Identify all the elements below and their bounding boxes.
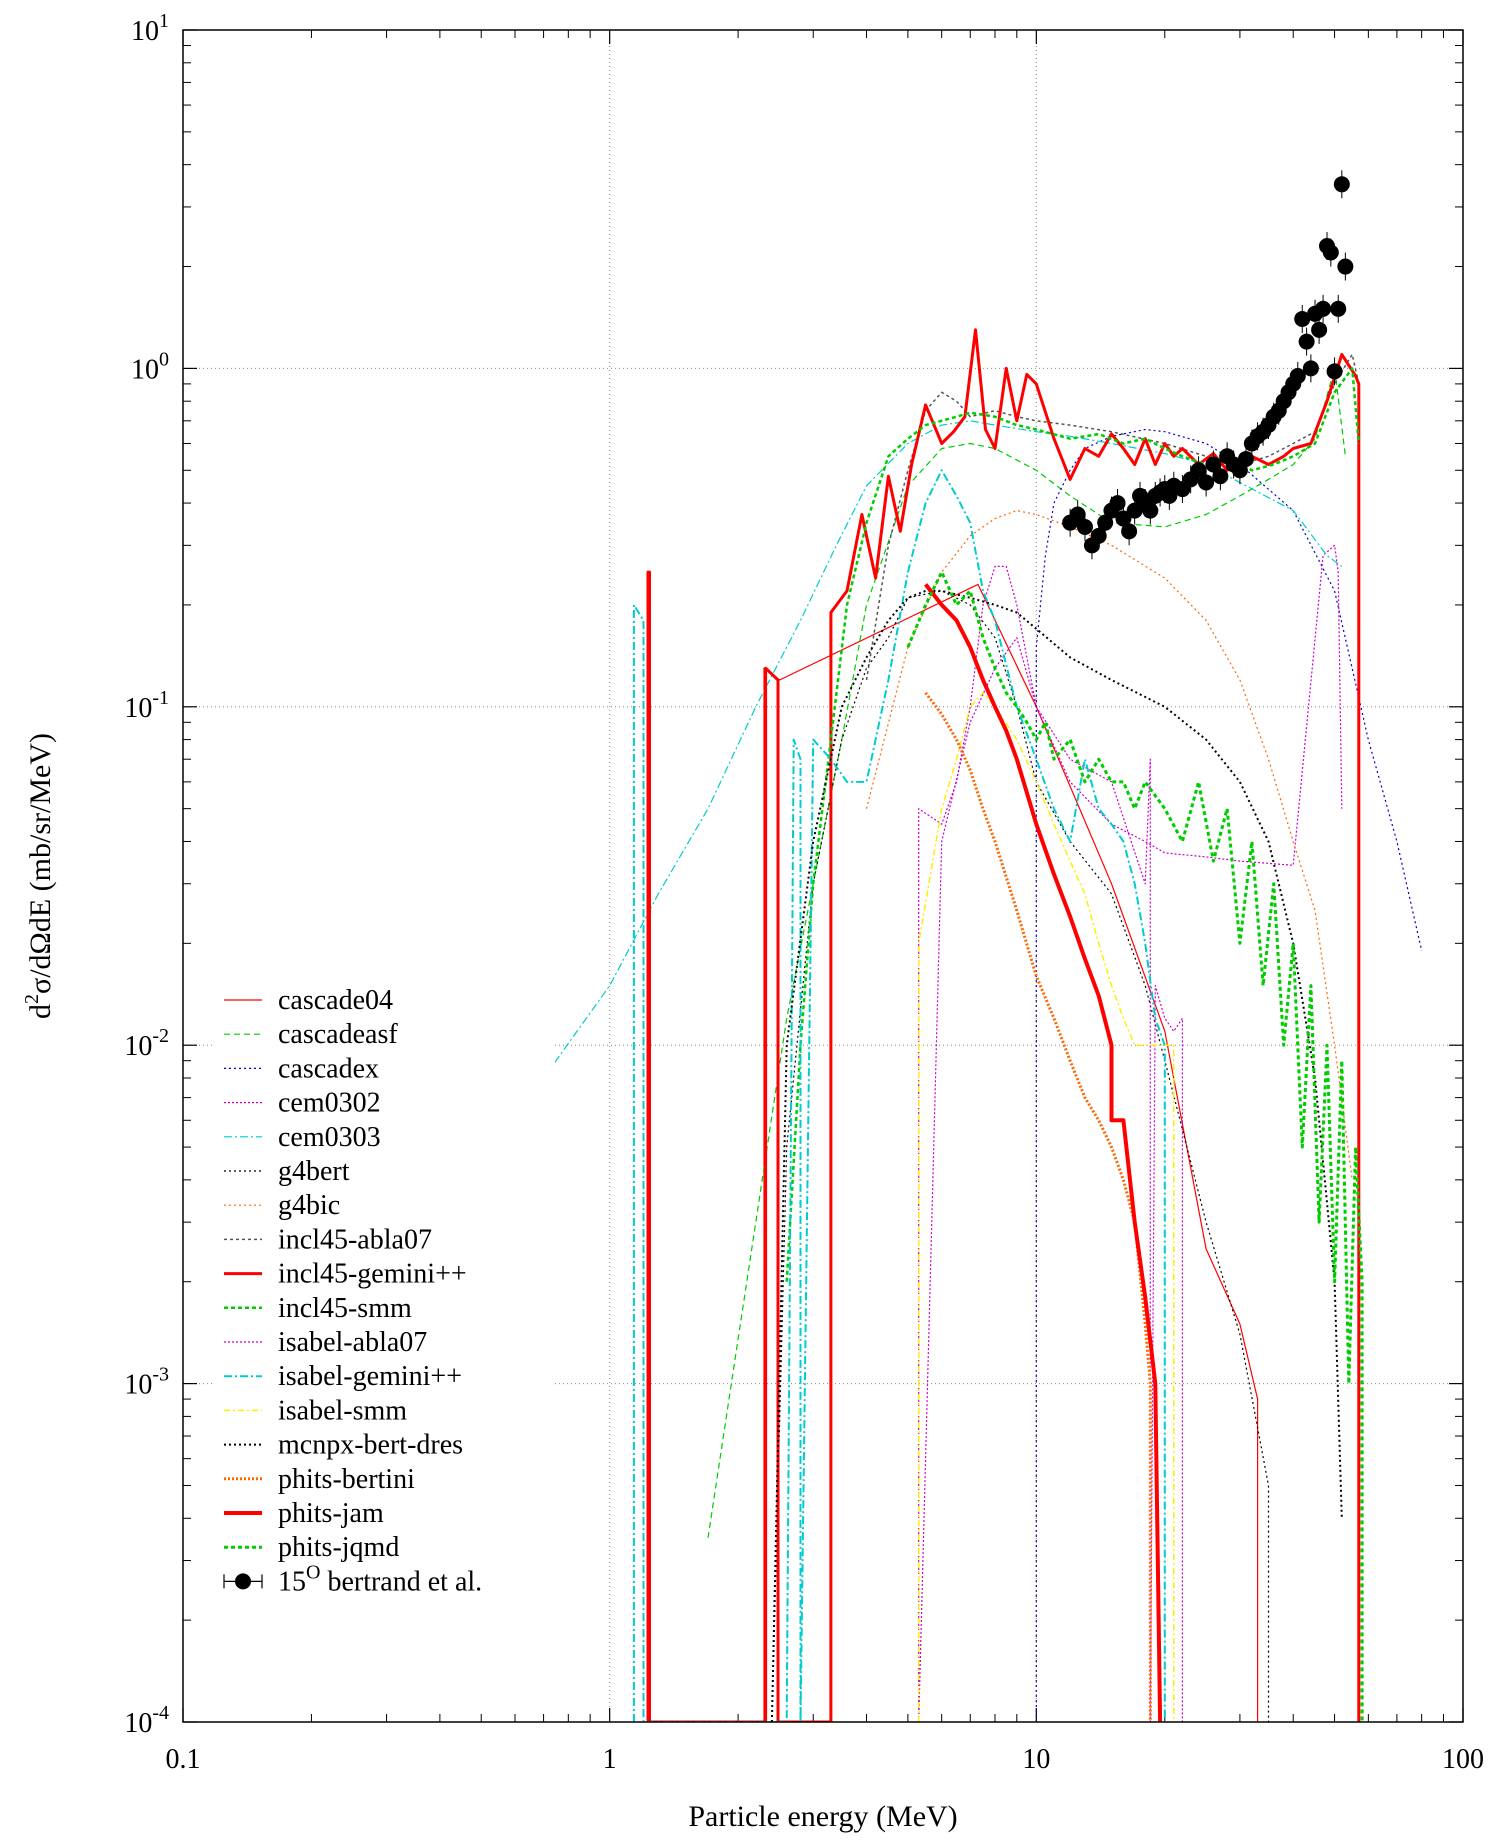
data-point: [1289, 367, 1306, 384]
x-tick-label: 0.1: [166, 1744, 201, 1775]
legend-label-cem0302: cem0302: [278, 1088, 381, 1119]
data-point: [1315, 300, 1332, 317]
y-tick-label: 101: [131, 10, 169, 47]
data-point: [1326, 363, 1343, 380]
legend-label-incl45-abla07: incl45-abla07: [278, 1224, 432, 1255]
series-line-g4bic: [865, 510, 1353, 1180]
y-tick-label: 100: [131, 348, 169, 385]
data-point: [1302, 360, 1319, 377]
series-line-phits-bertini: [924, 691, 1152, 1722]
series-line-cem0302: [918, 544, 1343, 1722]
legend-label-isabel-gemini++: isabel-gemini++: [278, 1361, 462, 1392]
series-line-g4bert: [771, 590, 1270, 1722]
y-axis-label: d2σ/dΩdE (mb/sr/MeV): [21, 733, 57, 1019]
data-point: [1333, 176, 1350, 193]
legend-background: [215, 978, 555, 1600]
legend-label-incl45-gemini++: incl45-gemini++: [278, 1259, 467, 1290]
x-tick-label: 10: [1022, 1744, 1050, 1775]
data-point: [1212, 468, 1229, 485]
legend-label-phits-jam: phits-jam: [278, 1498, 384, 1529]
data-point: [1109, 495, 1126, 512]
data-point: [1330, 300, 1347, 317]
y-tick-label: 10-1: [124, 687, 169, 724]
points-layer: [1062, 170, 1354, 560]
legend-label-cascadex: cascadex: [278, 1053, 379, 1084]
data-point: [1337, 258, 1354, 275]
data-point: [1198, 474, 1215, 491]
series-line-incl45-gemini++: [646, 328, 1361, 1722]
legend-label-cem0303: cem0303: [278, 1122, 381, 1153]
series-line-cascade04: [763, 583, 1259, 1722]
data-point: [1298, 333, 1315, 350]
legend-label-g4bert: g4bert: [278, 1156, 350, 1187]
series-line-mcnpx-bert-dres: [770, 589, 1343, 1722]
data-point: [1115, 510, 1132, 527]
x-axis-label: Particle energy (MeV): [688, 1800, 957, 1833]
y-tick-label: 10-2: [124, 1025, 169, 1062]
data-point: [1205, 456, 1222, 473]
legend-swatch-points-marker: [235, 1573, 251, 1590]
legend-label-isabel-abla07: isabel-abla07: [278, 1327, 427, 1358]
plot-frame: [182, 29, 1464, 1723]
series-layer: [480, 328, 1423, 1722]
data-point: [1121, 523, 1138, 540]
series-line-phits-jqmd: [906, 570, 1364, 1722]
legend-label-isabel-smm: isabel-smm: [278, 1395, 407, 1426]
series-line-cascadex: [1035, 428, 1423, 1722]
legend-label-cascade04: cascade04: [278, 985, 393, 1016]
x-tick-label: 100: [1442, 1744, 1484, 1775]
series-line-isabel-smm: [917, 692, 1175, 1722]
series-line-cascadeasf: [707, 367, 1346, 1538]
legend-label-cascadeasf: cascadeasf: [278, 1019, 398, 1050]
legend-label-g4bic: g4bic: [278, 1190, 340, 1221]
data-point: [1294, 310, 1311, 327]
data-point: [1190, 462, 1207, 479]
y-tick-label: 10-4: [124, 1702, 169, 1739]
data-point: [1322, 244, 1339, 261]
data-point: [1311, 321, 1328, 338]
y-tick-label: 10-3: [124, 1364, 169, 1401]
series-line-phits-jam: [924, 583, 1163, 1722]
series-line-isabel-gemini++: [632, 469, 1166, 1722]
series-line-isabel-abla07: [918, 637, 1185, 1722]
series-line-cem0303: [480, 420, 1343, 1148]
legend-label-incl45-smm: incl45-smm: [278, 1293, 412, 1324]
data-point: [1090, 527, 1107, 544]
legend-label-points: 15O bertrand et al.: [278, 1561, 482, 1597]
legend-label-phits-bertini: phits-bertini: [278, 1464, 415, 1495]
data-point: [1076, 518, 1093, 535]
series-line-incl45-smm: [785, 367, 1361, 1282]
legend-label-phits-jqmd: phits-jqmd: [278, 1532, 399, 1563]
data-point: [1142, 502, 1159, 519]
data-point: [1237, 450, 1254, 467]
y-tick-labels: 10-4 10-3 10-2 10-1 100 101: [124, 10, 169, 1739]
series-line-incl45-abla07: [865, 353, 1360, 681]
data-point: [1097, 514, 1114, 531]
x-tick-label: 1: [603, 1744, 617, 1775]
x-tick-labels: 0.1 1 10 100: [166, 1744, 1485, 1775]
legend-label-mcnpx-bert-dres: mcnpx-bert-dres: [278, 1430, 463, 1461]
data-point: [1069, 506, 1086, 523]
